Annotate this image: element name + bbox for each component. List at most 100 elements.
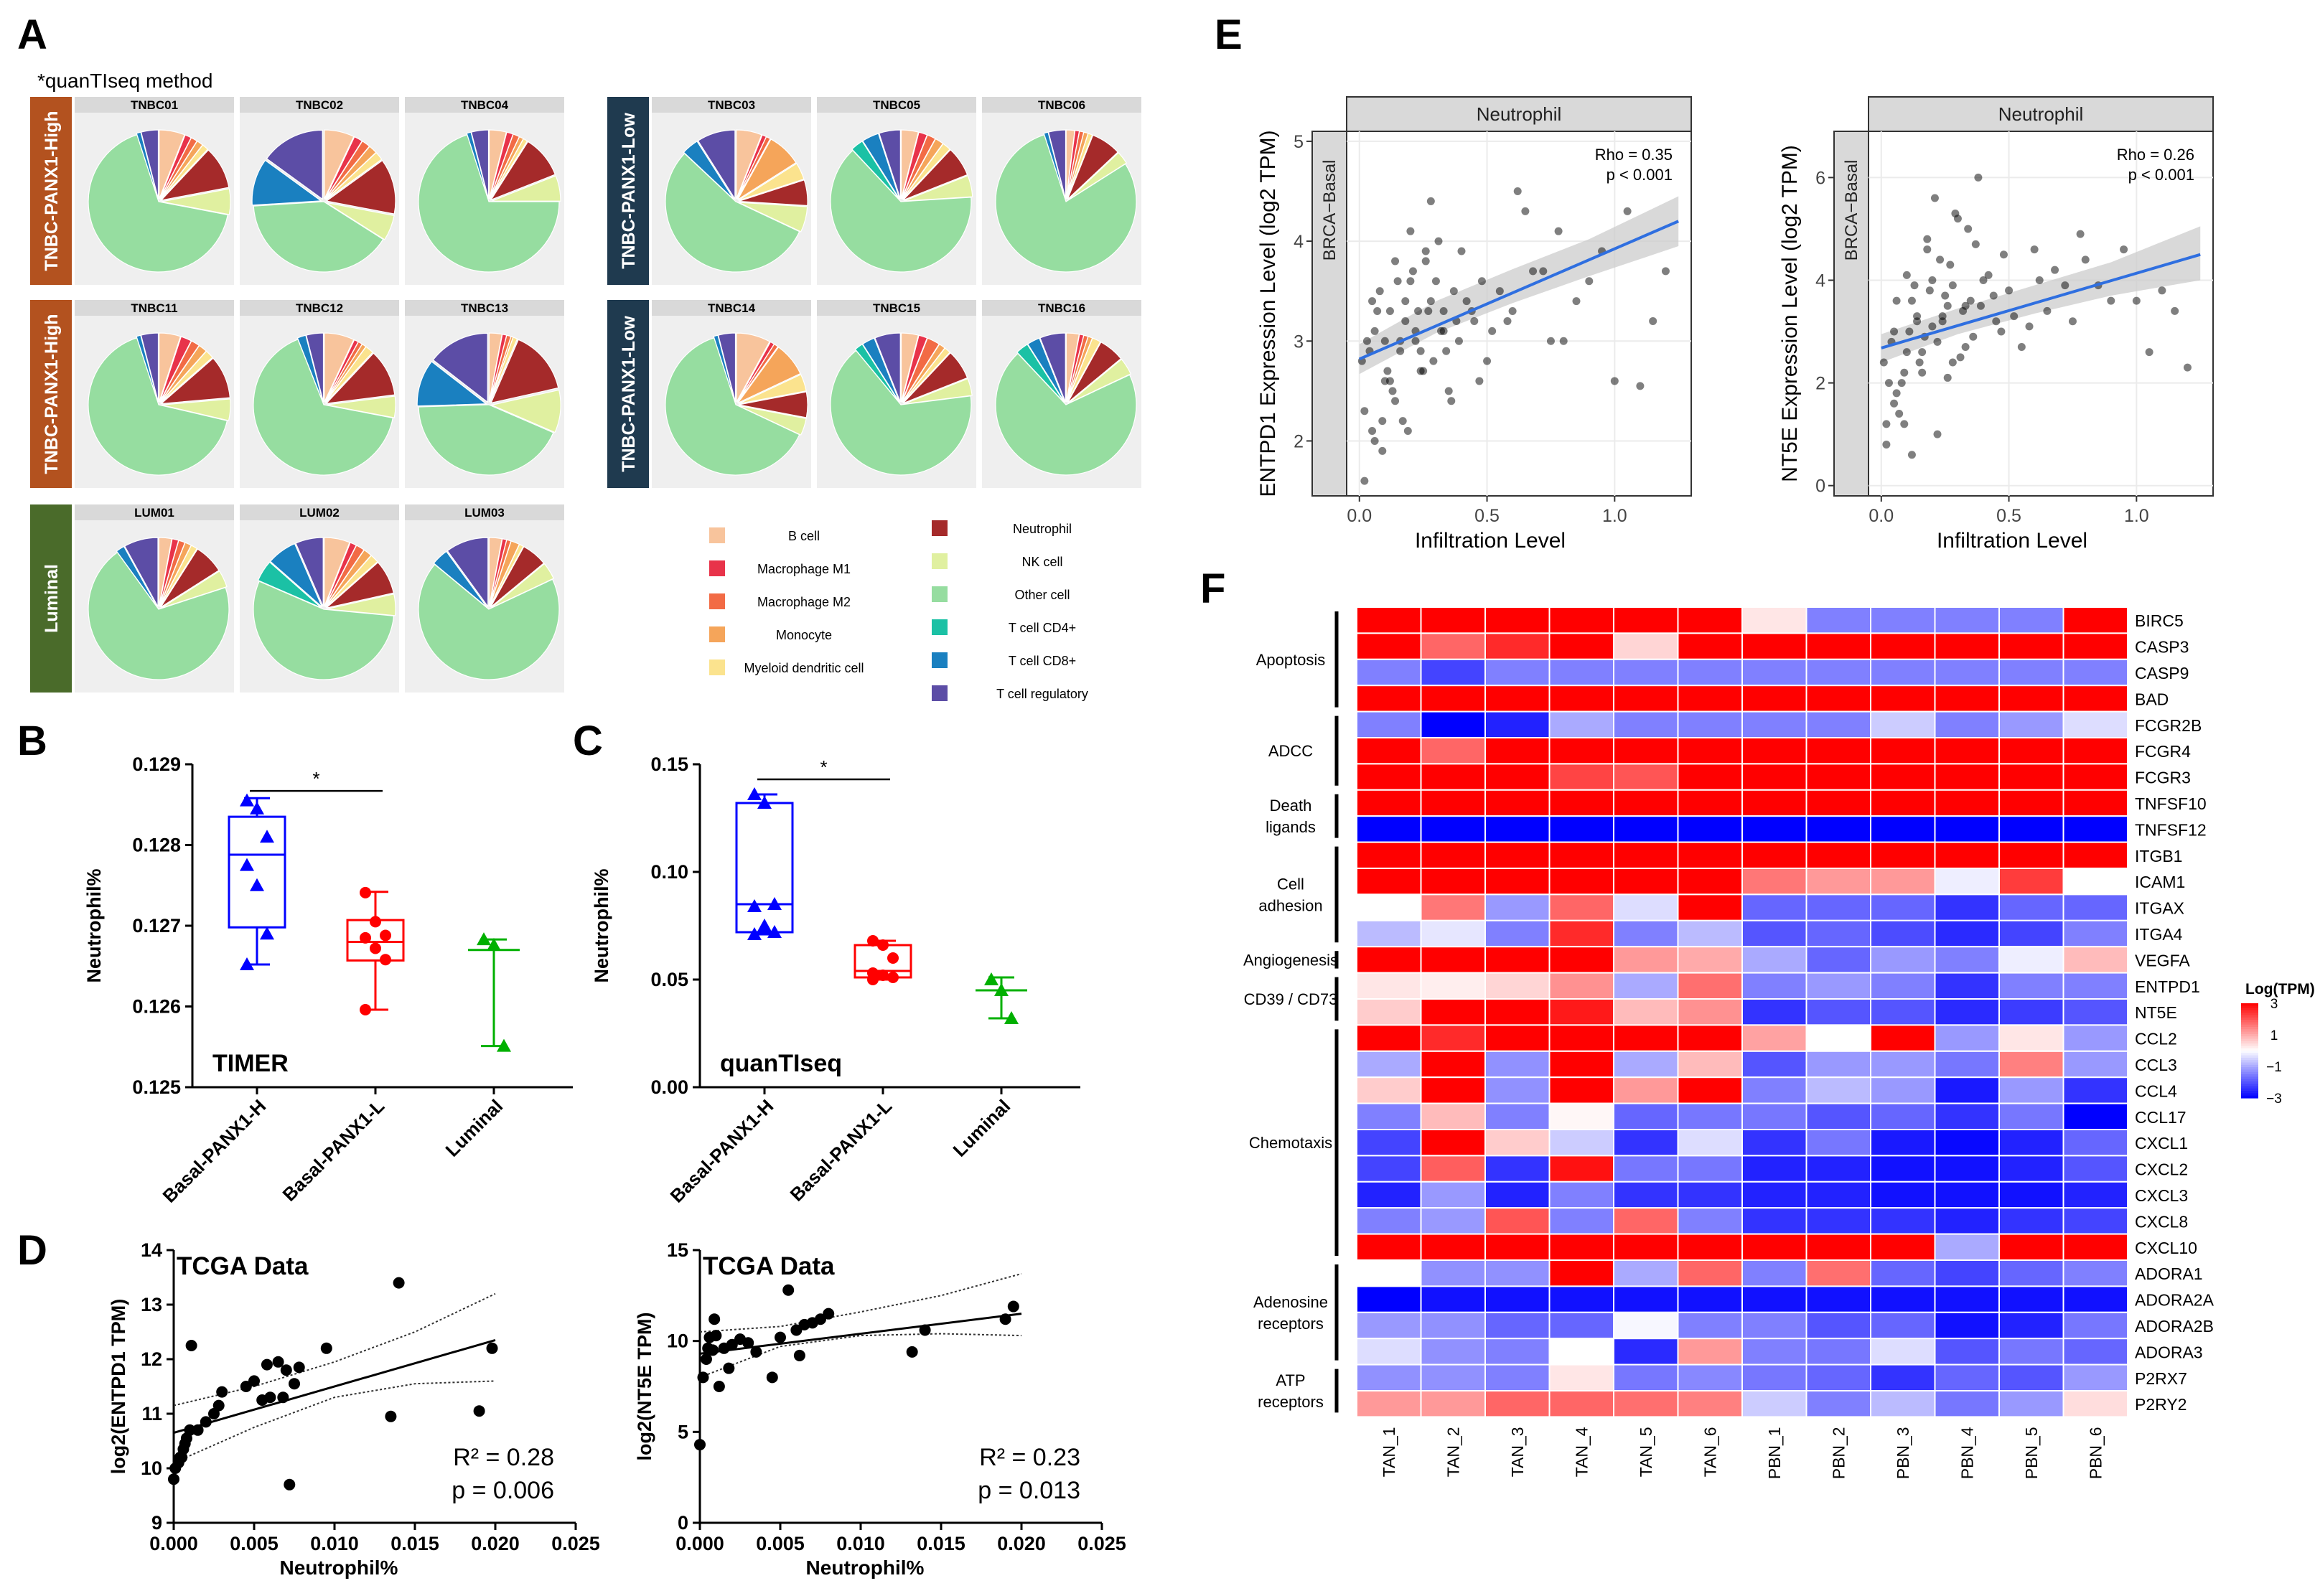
heatmap-cell bbox=[1870, 1285, 1936, 1313]
pie-strip bbox=[982, 300, 1141, 316]
data-point bbox=[1508, 307, 1517, 316]
heatmap-cell bbox=[1548, 1285, 1614, 1313]
heatmap-cell bbox=[1998, 1338, 2064, 1366]
pie-slice-t-cell-cd8- bbox=[296, 334, 324, 403]
heatmap-cell bbox=[1998, 632, 2064, 660]
pie-title: TNBC13 bbox=[461, 301, 508, 315]
x-tick-label: 0.020 bbox=[471, 1533, 520, 1554]
data-point bbox=[1984, 271, 1993, 279]
heatmap-cell bbox=[1356, 972, 1422, 1000]
data-point bbox=[984, 972, 999, 985]
heatmap-cell bbox=[1870, 815, 1936, 843]
legend-gradient-step bbox=[2241, 1088, 2258, 1092]
data-point bbox=[1999, 250, 2008, 259]
heatmap-cell bbox=[1484, 1155, 1551, 1183]
box bbox=[735, 802, 794, 934]
pie-slice-myeloid-dendritic-cell bbox=[160, 350, 213, 403]
heatmap-cell bbox=[1677, 1390, 1743, 1418]
data-point bbox=[1969, 332, 1978, 341]
data-point bbox=[1477, 277, 1486, 286]
data-point bbox=[1007, 1300, 1019, 1313]
heatmap-cell bbox=[1741, 998, 1807, 1026]
r-squared: R² = 0.23 bbox=[979, 1444, 1080, 1471]
data-point bbox=[2025, 322, 2034, 331]
heatmap-cell bbox=[1998, 763, 2064, 791]
pie-strip bbox=[817, 300, 976, 316]
heatmap-cell bbox=[1548, 919, 1614, 948]
pie-slice-nk-cell bbox=[491, 175, 561, 202]
heatmap-cell bbox=[1548, 1050, 1614, 1079]
pie-title: TNBC02 bbox=[296, 98, 343, 112]
data-point bbox=[184, 1424, 196, 1436]
heatmap-cell bbox=[1420, 1233, 1486, 1261]
data-point bbox=[1913, 317, 1922, 326]
group-label: Angiogenesis bbox=[1243, 951, 1338, 969]
heatmap-cell bbox=[1805, 763, 1871, 791]
heatmap-cell bbox=[1356, 1102, 1422, 1130]
heatmap-cell bbox=[1613, 1259, 1679, 1287]
pie-slice-neutrophil bbox=[159, 357, 231, 405]
heatmap-cell bbox=[1420, 606, 1486, 634]
pie-slice-b-cell bbox=[736, 332, 771, 403]
data-point bbox=[360, 1004, 371, 1015]
heatmap-cell bbox=[1420, 1390, 1486, 1418]
column-label: TAN_4 bbox=[1572, 1427, 1591, 1477]
row-label: P2RX7 bbox=[2135, 1369, 2187, 1388]
legend-gradient-step bbox=[2241, 1086, 2258, 1089]
x-axis-title: Neutrophil% bbox=[280, 1557, 398, 1579]
legend-gradient-step bbox=[2241, 1091, 2258, 1094]
row-label: ADORA2B bbox=[2135, 1317, 2214, 1336]
data-point bbox=[994, 983, 1009, 996]
heatmap-cell bbox=[1870, 1129, 1936, 1157]
data-point bbox=[2145, 348, 2153, 357]
data-point bbox=[1398, 417, 1407, 426]
heatmap-cell bbox=[1420, 815, 1486, 843]
pie-title: TNBC06 bbox=[1038, 98, 1085, 112]
row-label: NT5E bbox=[2135, 1003, 2177, 1022]
legend-gradient-step bbox=[2241, 1093, 2258, 1097]
data-point bbox=[1370, 436, 1379, 445]
heatmap-cell bbox=[1484, 946, 1551, 974]
row-label: ADORA2A bbox=[2135, 1291, 2215, 1310]
heatmap-cell bbox=[1484, 737, 1551, 765]
legend-gradient-step bbox=[2241, 1062, 2258, 1066]
data-point bbox=[2076, 230, 2085, 238]
legend-swatch-macrophage-m2 bbox=[709, 593, 725, 609]
data-point bbox=[1401, 316, 1410, 325]
data-point bbox=[1521, 207, 1530, 215]
pie-slice-t-cell-regulatory bbox=[470, 129, 490, 200]
heatmap-cell bbox=[1741, 1259, 1807, 1287]
heatmap-cell bbox=[1805, 606, 1871, 634]
heatmap-cell bbox=[1998, 1180, 2064, 1209]
heatmap-cell bbox=[1356, 998, 1422, 1026]
heatmap-cell bbox=[2062, 1338, 2128, 1366]
heatmap-cell bbox=[1870, 1102, 1936, 1130]
data-point bbox=[1948, 358, 1957, 367]
heatmap-cell bbox=[1613, 763, 1679, 791]
pie-slice-t-cell-cd8- bbox=[1026, 337, 1065, 403]
y-tick-label: 4 bbox=[1294, 232, 1304, 252]
heatmap-cell bbox=[1934, 841, 2000, 869]
data-point bbox=[1623, 207, 1632, 215]
heatmap-cell bbox=[1613, 1233, 1679, 1261]
data-point bbox=[1900, 420, 1909, 428]
y-tick-label: 0.128 bbox=[132, 835, 181, 856]
data-point bbox=[793, 1349, 805, 1361]
heatmap-cell bbox=[1741, 763, 1807, 791]
heatmap-cell bbox=[1934, 1390, 2000, 1418]
legend-gradient-step bbox=[2241, 1038, 2258, 1042]
heatmap-cell bbox=[1870, 658, 1936, 687]
heatmap-cell bbox=[1741, 1311, 1807, 1340]
data-point bbox=[240, 957, 254, 970]
heatmap-cell bbox=[1356, 1207, 1422, 1235]
panel-label-e: E bbox=[1215, 11, 1243, 58]
heatmap-cell bbox=[2062, 1076, 2128, 1104]
data-point bbox=[775, 1331, 786, 1343]
heatmap-cell bbox=[1805, 789, 1871, 817]
x-tick-label: 0.5 bbox=[1474, 506, 1500, 526]
pie-strip bbox=[405, 504, 564, 520]
data-point bbox=[1918, 368, 1927, 377]
row-label: CCL3 bbox=[2135, 1056, 2177, 1074]
heatmap-cell bbox=[1420, 1363, 1486, 1391]
pie-slice-neutrophil bbox=[902, 149, 968, 201]
